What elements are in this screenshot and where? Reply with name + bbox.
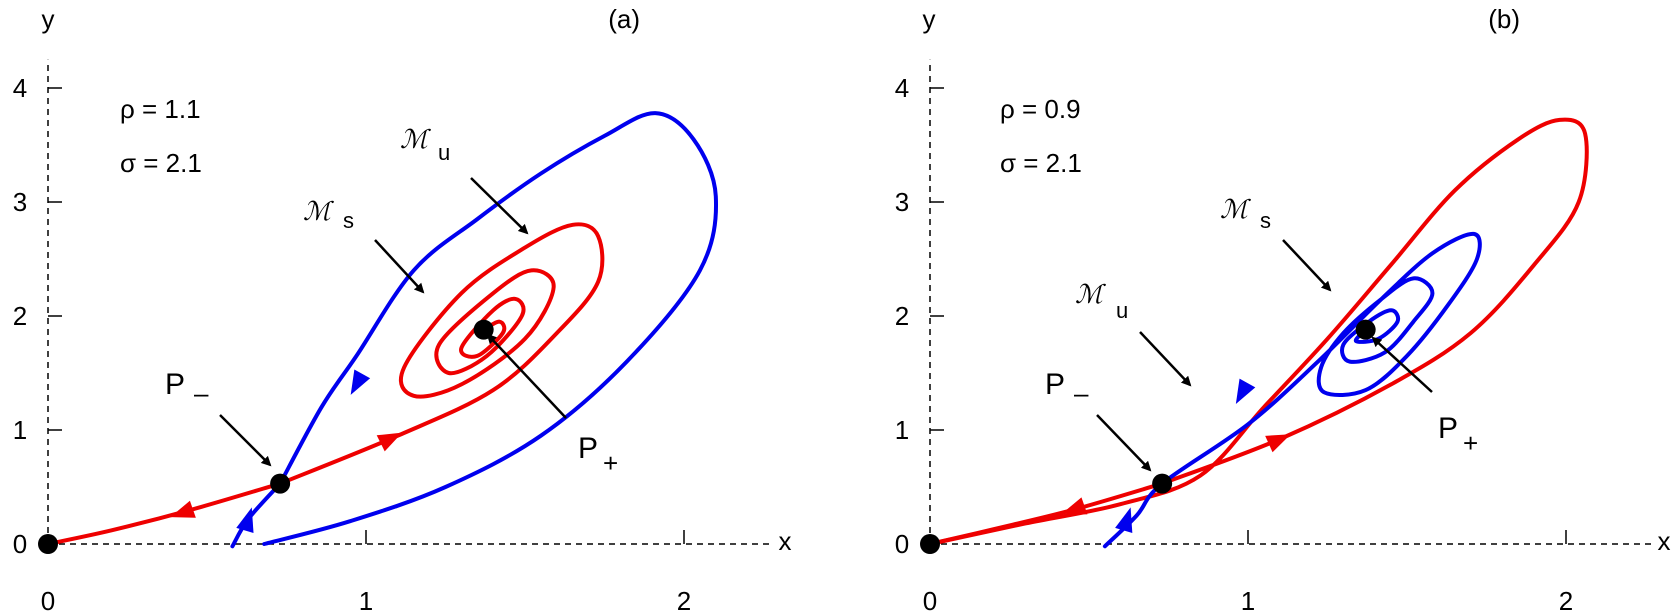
panel-a-x-tick-label: 0	[41, 586, 55, 614]
panel-b-y-tick-label: 1	[895, 415, 909, 445]
panel-b-y-tick-label: 4	[895, 73, 909, 103]
panel-b-p-plus-letter: P	[1438, 412, 1458, 445]
panel-b-unstable-manifold-left	[928, 481, 1165, 546]
panel-b-flow-arrow	[1061, 497, 1088, 515]
panel-a-y-tick-label: 2	[13, 301, 27, 331]
panel-a-p-minus-letter: P	[165, 368, 185, 401]
panel-a-flow-arrow	[376, 432, 403, 452]
panel-a-label-p-plus: P +	[578, 432, 618, 478]
panel-b-label-mu: ℳ u	[1075, 280, 1128, 323]
panel-a-stable-manifold-loop	[262, 111, 719, 546]
panel-a-x-axis-label: x	[779, 526, 792, 556]
panel-a-ms-subscript: s	[343, 208, 354, 233]
panel-a-fixed-point-P-minus	[270, 473, 291, 494]
panel-b-rho-param: ρ = 0.9	[1000, 94, 1081, 124]
panel-a-pointer-ms	[374, 239, 425, 294]
panel-b-label-p-plus: P +	[1438, 412, 1478, 458]
panel-b-label: (b)	[1488, 4, 1520, 34]
panel-b-unstable-manifold-loop	[928, 117, 1589, 546]
panel-a-label-ms: ℳ s	[303, 197, 354, 233]
panel-a-x-tick-label: 2	[677, 586, 691, 614]
panel-b-pointer-p-plus	[1371, 336, 1433, 393]
panel-b-pointer-mu	[1139, 331, 1192, 387]
panel-b-label-p-minus: P –	[1045, 368, 1089, 408]
panel-a-y-tick-label: 4	[13, 73, 27, 103]
panel-a-x-tick-label: 1	[359, 586, 373, 614]
panel-a-label-p-minus: P –	[165, 368, 209, 408]
panel-a-p-minus-sub: –	[194, 378, 209, 408]
panel-b-y-tick-label: 0	[895, 529, 909, 559]
panel-a-fixed-point-origin	[38, 534, 58, 554]
panel-a: 0 1 2 0 1 2 3 4 (a) y x ρ = 1.1 σ = 2.1 ℳ s ℳ u…	[13, 4, 792, 614]
panel-a-pointer-p-plus	[486, 333, 567, 419]
panel-a-flow-arrow	[350, 369, 371, 395]
panel-a-sigma-param: σ = 2.1	[120, 148, 202, 178]
panel-a-y-axis-label: y	[42, 4, 55, 34]
panel-b-axes: 0 1 2 0 1 2 3 4	[895, 59, 1654, 614]
panel-a-y-tick-label: 1	[13, 415, 27, 445]
panel-a-axes: 0 1 2 0 1 2 3 4	[13, 59, 772, 614]
panel-b-fixed-point-origin	[920, 534, 940, 554]
panel-b-fixed-point-P-minus	[1152, 473, 1173, 494]
panel-b-sigma-param: σ = 2.1	[1000, 148, 1082, 178]
panel-b-p-plus-sub: +	[1463, 428, 1478, 458]
panel-a-pointer-p-minus	[219, 414, 272, 467]
panel-a-mu-symbol: ℳ	[400, 125, 431, 155]
panel-a-y-tick-label: 0	[13, 529, 27, 559]
panel-a-flow-arrow	[236, 507, 254, 534]
panel-b-ms-subscript: s	[1260, 208, 1271, 233]
panel-a-y-tick-label: 3	[13, 187, 27, 217]
panel-b-ms-symbol: ℳ	[1220, 195, 1251, 225]
panel-b-x-tick-label: 2	[1559, 586, 1573, 614]
panel-a-p-plus-sub: +	[603, 448, 618, 478]
panel-b-y-tick-label: 3	[895, 187, 909, 217]
panel-a-pointer-mu	[470, 177, 529, 235]
panel-b-mu-symbol: ℳ	[1075, 280, 1106, 310]
panel-b-p-minus-letter: P	[1045, 368, 1065, 401]
panel-b-y-axis-label: y	[923, 4, 936, 34]
panel-a-curves	[38, 111, 719, 554]
panel-b-label-ms: ℳ s	[1220, 195, 1271, 233]
panel-b-flow-arrow	[1115, 507, 1133, 534]
panel-a-mu-subscript: u	[438, 140, 450, 165]
panel-b: 0 1 2 0 1 2 3 4 (b) y x ρ = 0.9 σ = 2.1 ℳ s ℳ u…	[895, 4, 1671, 614]
panel-a-label-mu: ℳ u	[400, 125, 450, 165]
panel-b-flow-arrow	[1265, 434, 1291, 453]
panel-b-fixed-point-P-plus	[1355, 319, 1376, 340]
panel-b-x-tick-label: 0	[923, 586, 937, 614]
panel-b-mu-subscript: u	[1116, 298, 1128, 323]
panel-a-unstable-manifold-spiral	[278, 222, 605, 486]
panel-a-label: (a)	[608, 4, 640, 34]
panel-b-pointer-p-minus	[1096, 414, 1152, 472]
panel-b-x-axis-label: x	[1658, 526, 1671, 556]
panel-a-rho-param: ρ = 1.1	[120, 94, 201, 124]
panel-a-unstable-manifold-left	[46, 481, 283, 546]
panel-b-curves	[920, 117, 1589, 554]
panel-b-stable-manifold-spiral	[1102, 231, 1482, 549]
panel-a-flow-arrow	[170, 500, 196, 518]
panel-a-p-plus-letter: P	[578, 432, 598, 465]
panel-a-stable-manifold-lower	[230, 481, 283, 549]
panel-b-flow-arrow	[1235, 378, 1256, 405]
panel-b-y-tick-label: 2	[895, 301, 909, 331]
panel-b-x-tick-label: 1	[1241, 586, 1255, 614]
panel-b-pointer-ms	[1282, 239, 1332, 292]
panel-b-p-minus-sub: –	[1074, 378, 1089, 408]
panel-a-ms-symbol: ℳ	[303, 197, 334, 227]
